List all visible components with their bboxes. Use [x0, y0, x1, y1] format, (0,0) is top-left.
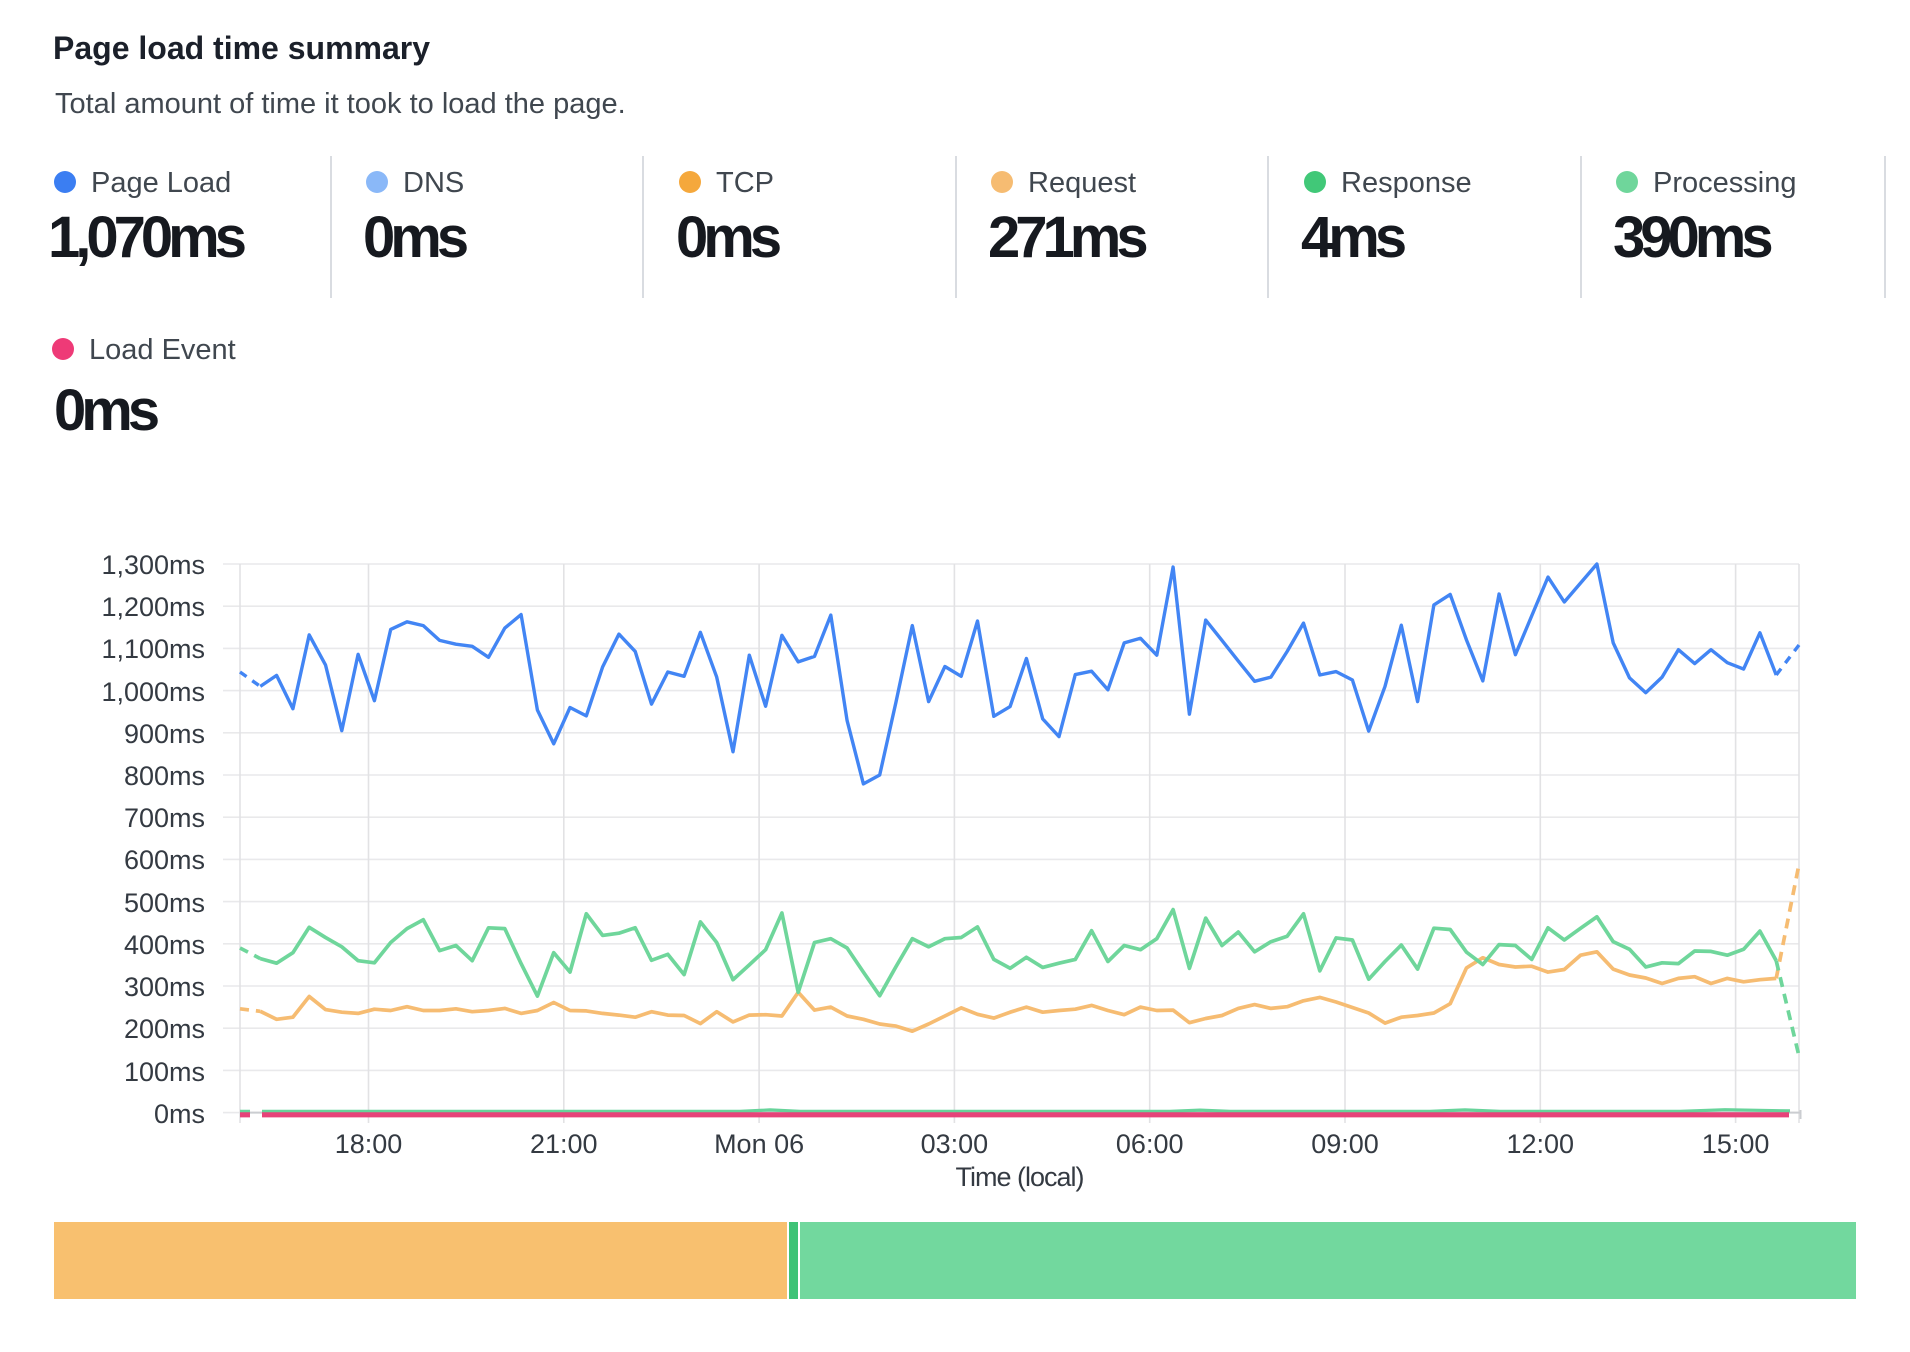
- svg-text:0ms: 0ms: [154, 1099, 205, 1129]
- svg-text:12:00: 12:00: [1507, 1129, 1575, 1159]
- svg-text:1,000ms: 1,000ms: [101, 677, 205, 707]
- svg-text:100ms: 100ms: [124, 1057, 205, 1087]
- svg-text:Mon 06: Mon 06: [714, 1129, 804, 1159]
- svg-text:800ms: 800ms: [124, 761, 205, 791]
- svg-text:21:00: 21:00: [530, 1129, 598, 1159]
- svg-text:09:00: 09:00: [1311, 1129, 1379, 1159]
- svg-text:200ms: 200ms: [124, 1014, 205, 1044]
- svg-text:Time (local): Time (local): [955, 1162, 1083, 1192]
- svg-text:500ms: 500ms: [124, 888, 205, 918]
- svg-text:600ms: 600ms: [124, 845, 205, 875]
- svg-text:700ms: 700ms: [124, 803, 205, 833]
- svg-text:900ms: 900ms: [124, 719, 205, 749]
- svg-text:15:00: 15:00: [1702, 1129, 1770, 1159]
- svg-text:1,100ms: 1,100ms: [101, 634, 205, 664]
- svg-text:1,300ms: 1,300ms: [101, 550, 205, 580]
- svg-text:400ms: 400ms: [124, 930, 205, 960]
- svg-text:03:00: 03:00: [921, 1129, 989, 1159]
- svg-text:06:00: 06:00: [1116, 1129, 1184, 1159]
- svg-text:18:00: 18:00: [335, 1129, 403, 1159]
- svg-text:300ms: 300ms: [124, 972, 205, 1002]
- svg-text:1,200ms: 1,200ms: [101, 592, 205, 622]
